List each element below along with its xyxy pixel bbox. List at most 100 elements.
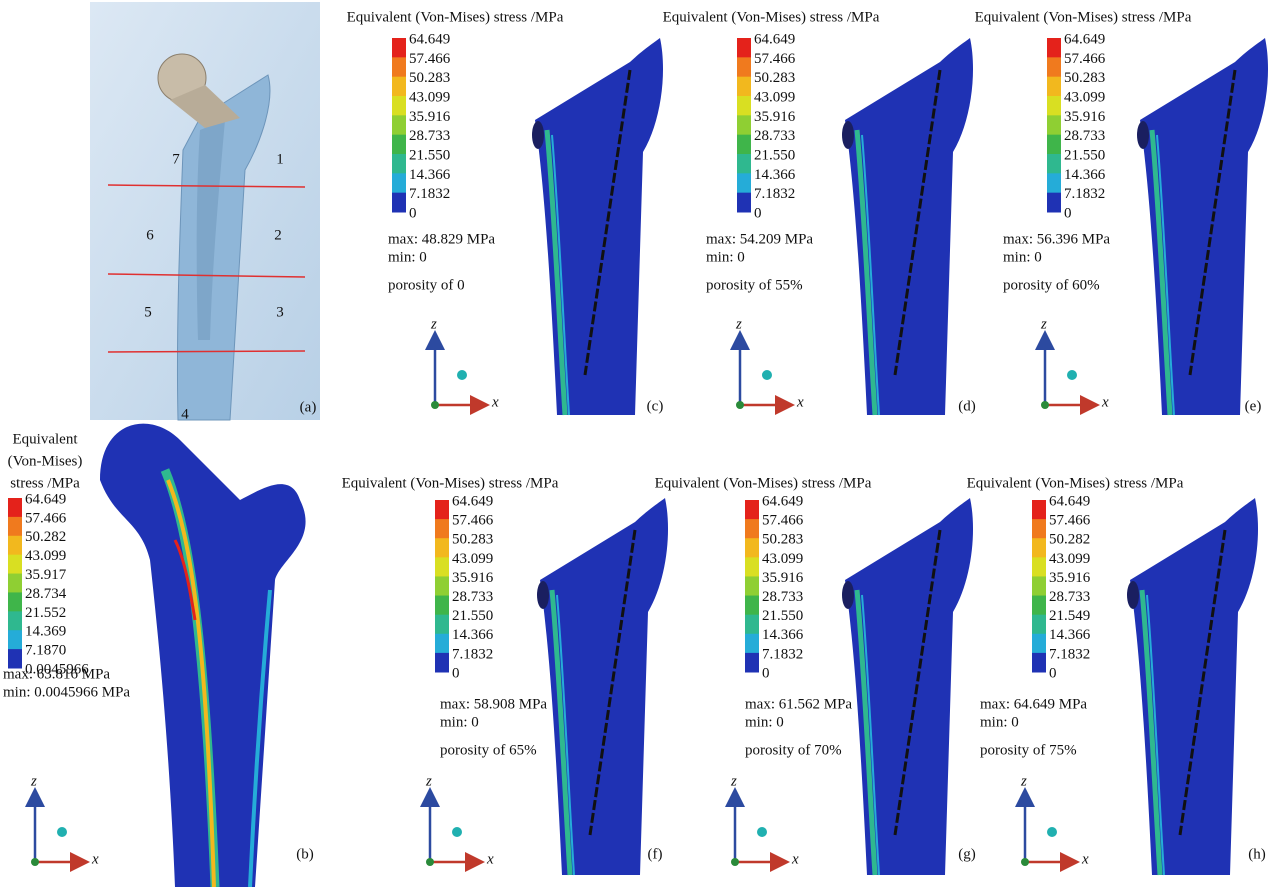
colorbar-segment	[745, 595, 759, 616]
scale-label: 21.550	[754, 147, 795, 163]
stem	[196, 120, 225, 340]
scale-label: 50.282	[25, 529, 66, 545]
stem-edge	[1178, 529, 1227, 836]
stress-peak	[173, 539, 197, 621]
bone-model	[845, 38, 974, 415]
collar	[1127, 581, 1139, 609]
colorbar-segment	[8, 554, 22, 575]
view-point	[452, 827, 462, 837]
stem-neck	[170, 85, 240, 128]
axis-label: z	[1040, 316, 1047, 332]
scale-label: 57.466	[1049, 513, 1091, 529]
axis-origin	[736, 401, 744, 409]
bone-model	[535, 38, 664, 415]
max-label: max: 56.396 MPa	[1003, 231, 1110, 247]
scale-label: 0	[1049, 665, 1057, 681]
porosity-label: porosity of 70%	[745, 742, 842, 758]
stress-band	[861, 594, 880, 876]
bone-model	[1127, 498, 1259, 876]
scale-title: Equivalent (Von-Mises) stress /MPa	[663, 9, 880, 25]
colorbar-segment	[392, 192, 406, 213]
colorbar-segment	[737, 38, 751, 58]
scale-label: 50.283	[409, 70, 450, 86]
scale-label: 7.1832	[1049, 646, 1090, 662]
scale-label: 7.1832	[409, 186, 450, 202]
scale-label: 35.916	[409, 109, 451, 125]
scale-label: 28.733	[409, 128, 450, 144]
stem-edge	[893, 529, 942, 836]
scale-label: 64.649	[409, 31, 450, 47]
zone-label: 1	[276, 151, 284, 167]
panel: Equivalent (Von-Mises) stress /MPa 64.649…	[655, 475, 976, 876]
scale-label: 7.1870	[25, 643, 66, 659]
min-label: min: 0	[706, 249, 745, 265]
colorbar-segment	[745, 519, 759, 539]
colorbar-segment	[392, 134, 406, 155]
bone-model	[845, 498, 974, 875]
porosity-label: porosity of 55%	[706, 277, 803, 293]
scale-label: 35.916	[1064, 109, 1106, 125]
colorbar-segment	[1047, 192, 1061, 213]
axis-origin	[431, 401, 439, 409]
colorbar-segment	[435, 519, 449, 539]
axis-label: x	[796, 394, 804, 410]
min-label: min: 0	[980, 714, 1019, 730]
scale-label: 14.366	[452, 627, 494, 643]
scale-label: 21.552	[25, 605, 66, 621]
porosity-label: porosity of 65%	[440, 742, 537, 758]
scale-label: 7.1832	[452, 646, 493, 662]
scale-label: 21.549	[1049, 608, 1090, 624]
axis-label: x	[1081, 851, 1089, 867]
scale-label: 0	[754, 205, 762, 221]
stem-edge	[1188, 69, 1237, 376]
zone-label: 7	[172, 151, 180, 167]
scale-label: 14.366	[1049, 627, 1091, 643]
panel-label: (a)	[300, 399, 317, 415]
scale-title: Equivalent (Von-Mises) stress /MPa	[342, 475, 559, 491]
scale-label: 21.550	[409, 147, 450, 163]
panel: Equivalent (Von-Mises) stress /MPa 64.649…	[342, 475, 669, 876]
scale-label: 57.466	[452, 513, 494, 529]
colorbar-segment	[435, 576, 449, 597]
min-label: min: 0	[440, 714, 479, 730]
stress-band	[556, 594, 575, 876]
colorbar-segment	[435, 633, 449, 654]
scale-label: 21.550	[1064, 147, 1105, 163]
colorbar-segment	[745, 652, 759, 673]
scale-label: 21.550	[452, 608, 493, 624]
colorbar-segment	[737, 76, 751, 97]
panel: Equivalent (Von-Mises) stress /MPa 64.649…	[967, 475, 1266, 876]
max-label: max: 64.649 MPa	[980, 696, 1087, 712]
colorbar-segment	[435, 614, 449, 635]
panel-label: (h)	[1248, 846, 1266, 862]
scale-label: 28.733	[452, 589, 493, 605]
colorbar-segment	[392, 57, 406, 78]
zone-label: 4	[181, 406, 189, 422]
axis-label: z	[430, 316, 437, 332]
colorbar-segment	[8, 592, 22, 612]
scale-label: 14.369	[25, 624, 66, 640]
colorbar-segment	[745, 557, 759, 577]
stem-edge	[893, 69, 942, 376]
bone-model	[1130, 498, 1259, 875]
colorbar-segment	[745, 500, 759, 520]
section-line	[107, 350, 306, 353]
panel-label: (b)	[296, 846, 314, 862]
colorbar-segment	[435, 595, 449, 616]
stress-band	[1139, 589, 1163, 876]
colorbar-segment	[745, 633, 759, 654]
stress-band	[551, 134, 570, 416]
max-label: max: 48.829 MPa	[388, 231, 495, 247]
scale-label: 0	[1064, 205, 1072, 221]
colorbar-segment	[435, 500, 449, 520]
scale-label: 14.366	[409, 167, 451, 183]
panel-label: (d)	[958, 398, 976, 414]
min-label: min: 0.0045966 MPa	[3, 684, 130, 700]
stress-band	[1149, 129, 1173, 416]
colorbar-segment	[1032, 652, 1046, 673]
panel: Equivalent (Von-Mises) stress /MPa 64.649…	[347, 9, 664, 416]
stress-band	[861, 134, 880, 416]
scale-label: 57.466	[762, 513, 804, 529]
colorbar-segment	[392, 115, 406, 136]
